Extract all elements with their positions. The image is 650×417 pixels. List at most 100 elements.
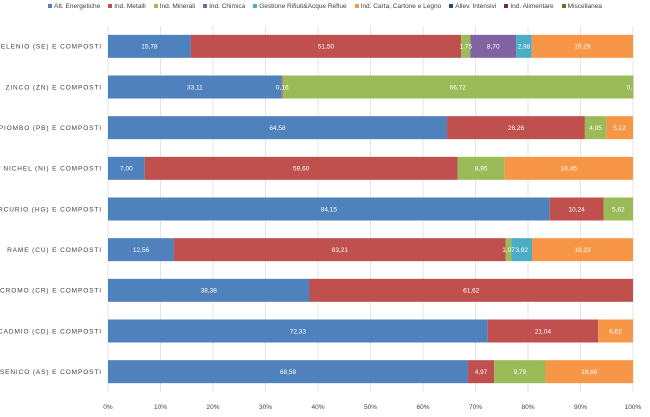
legend-swatch bbox=[108, 4, 113, 9]
data-label: 26,26 bbox=[508, 125, 525, 132]
bar-segment bbox=[144, 156, 458, 180]
data-label: 33,11 bbox=[187, 84, 203, 91]
bar-segment bbox=[531, 238, 633, 262]
bar-segment bbox=[603, 197, 633, 221]
data-label: 5,62 bbox=[612, 206, 625, 213]
data-label: 8,70 bbox=[487, 44, 500, 51]
bar-segment bbox=[108, 156, 145, 180]
bar-segment bbox=[487, 319, 599, 343]
bar-segment bbox=[598, 319, 633, 343]
legend-swatch bbox=[203, 4, 208, 9]
bar-segment bbox=[108, 197, 550, 221]
data-label: 66,72 bbox=[450, 84, 467, 91]
data-label: 64,58 bbox=[269, 125, 286, 132]
data-label: 84,15 bbox=[321, 206, 338, 213]
data-label: 9,79 bbox=[514, 369, 527, 376]
category-label: CADMIO (CD) E COMPOSTI bbox=[0, 328, 102, 335]
data-label: 12,56 bbox=[133, 247, 150, 254]
x-tick-label: 10% bbox=[154, 404, 167, 411]
x-tick-label: 20% bbox=[206, 404, 219, 411]
legend-entry: Ind. Chimica bbox=[203, 3, 245, 10]
legend-label: Ind. Alimentare bbox=[510, 3, 554, 10]
legend-swatch bbox=[449, 4, 454, 9]
value-labels: 15,78 51,50 1,75 8,70 2,98 19,29 33,11 0,16 66,7… bbox=[120, 44, 632, 376]
legend-swatch bbox=[354, 4, 359, 9]
x-tick-labels: 0% 10% 20% 30% 40% 50% 60% 70% 80% 90% 100% bbox=[103, 404, 641, 411]
data-label: 19,29 bbox=[574, 44, 591, 51]
data-label: 10,24 bbox=[569, 206, 586, 213]
bar-segment bbox=[584, 116, 607, 140]
category-label: PIOMBO (PB) E COMPOSTI bbox=[0, 125, 102, 132]
x-tick-label: 80% bbox=[521, 404, 534, 411]
bar-segment bbox=[190, 34, 462, 58]
legend-label: Ind. Minerali bbox=[159, 3, 196, 10]
category-label: SELENIO (SE) E COMPOSTI bbox=[0, 44, 102, 51]
bar-segment bbox=[511, 238, 532, 262]
data-label: 8,95 bbox=[475, 166, 488, 173]
data-label: 51,50 bbox=[318, 44, 335, 51]
legend-swatch bbox=[504, 4, 509, 9]
data-label: 7,00 bbox=[120, 166, 133, 173]
legend: Att. Energetiche Ind. Metalli Ind. Mineral… bbox=[0, 3, 650, 10]
x-tick-label: 90% bbox=[574, 404, 587, 411]
bar-segment bbox=[108, 319, 488, 343]
category-label: ZINCO (ZN) E COMPOSTI bbox=[5, 84, 102, 91]
bar-segment bbox=[173, 238, 506, 262]
x-tick-label: 50% bbox=[364, 404, 377, 411]
legend-label: Ind. Chimica bbox=[209, 3, 246, 10]
data-label: 59,60 bbox=[293, 166, 310, 173]
legend-label: Allev. Intensivi bbox=[455, 3, 497, 10]
category-label: RAME (CU) E COMPOSTI bbox=[7, 247, 102, 254]
data-label: 4,97 bbox=[475, 369, 488, 376]
bar-segment bbox=[108, 34, 191, 58]
x-tick-label: 40% bbox=[311, 404, 324, 411]
legend-swatch bbox=[561, 4, 566, 9]
legend-label: Ind. Carta, Cartone e Legno bbox=[360, 3, 442, 10]
data-label: 61,62 bbox=[463, 288, 480, 295]
bar-segment bbox=[108, 238, 174, 262]
legend-label: Gestione Rifiuti&Acque Reflue bbox=[259, 3, 347, 10]
bar-segment bbox=[309, 278, 633, 302]
data-label: 72,33 bbox=[290, 328, 307, 335]
data-label: 5,12 bbox=[613, 125, 626, 132]
data-label: 1,07 bbox=[502, 247, 515, 254]
data-label: 6,62 bbox=[609, 328, 622, 335]
bar-segment bbox=[457, 156, 505, 180]
bar-segment bbox=[606, 116, 633, 140]
data-label: 3,92 bbox=[515, 247, 528, 254]
bars bbox=[108, 34, 634, 384]
legend-label: Miscellanea bbox=[567, 3, 602, 10]
legend-label: Ind. Metalli bbox=[114, 3, 146, 10]
category-label: MERCURIO (HG) E COMPOSTI bbox=[0, 206, 102, 213]
x-tick-label: 60% bbox=[416, 404, 429, 411]
data-label: 68,58 bbox=[280, 369, 297, 376]
data-label: 1,75 bbox=[459, 44, 472, 51]
legend-entry: Gestione Rifiuti&Acque Reflue bbox=[253, 3, 347, 10]
category-label: NICHEL (NI) E COMPOSTI bbox=[3, 166, 102, 173]
legend-swatch bbox=[47, 4, 52, 9]
bar-segment bbox=[470, 34, 517, 58]
legend-entry: Miscellanea bbox=[561, 3, 602, 10]
bar-segment bbox=[549, 197, 604, 221]
data-label: 19,23 bbox=[574, 247, 591, 254]
legend-entry: Allev. Intensivi bbox=[449, 3, 496, 10]
bar-segment bbox=[108, 360, 469, 384]
bar-segment bbox=[461, 34, 471, 58]
legend-entry: Att. Energetiche bbox=[47, 3, 101, 10]
data-label: 21,04 bbox=[535, 328, 552, 335]
legend-swatch bbox=[153, 4, 158, 9]
bar-segment bbox=[516, 34, 532, 58]
bar-segment bbox=[281, 75, 283, 99]
bar-segment bbox=[108, 75, 282, 99]
bar-segment bbox=[505, 238, 512, 262]
legend-entry: Ind. Minerali bbox=[153, 3, 196, 10]
bar-segment bbox=[531, 34, 633, 58]
bar-segment bbox=[468, 360, 495, 384]
data-label: 63,21 bbox=[332, 247, 349, 254]
legend-label: Att. Energetiche bbox=[53, 3, 101, 10]
category-labels: SELENIO (SE) E COMPOSTI ZINCO (ZN) E COMP… bbox=[0, 44, 102, 376]
data-label: 0,16 bbox=[276, 84, 289, 91]
bar-segment bbox=[108, 116, 448, 140]
x-tick-label: 70% bbox=[469, 404, 482, 411]
legend-entry: Ind. Alimentare bbox=[504, 3, 554, 10]
